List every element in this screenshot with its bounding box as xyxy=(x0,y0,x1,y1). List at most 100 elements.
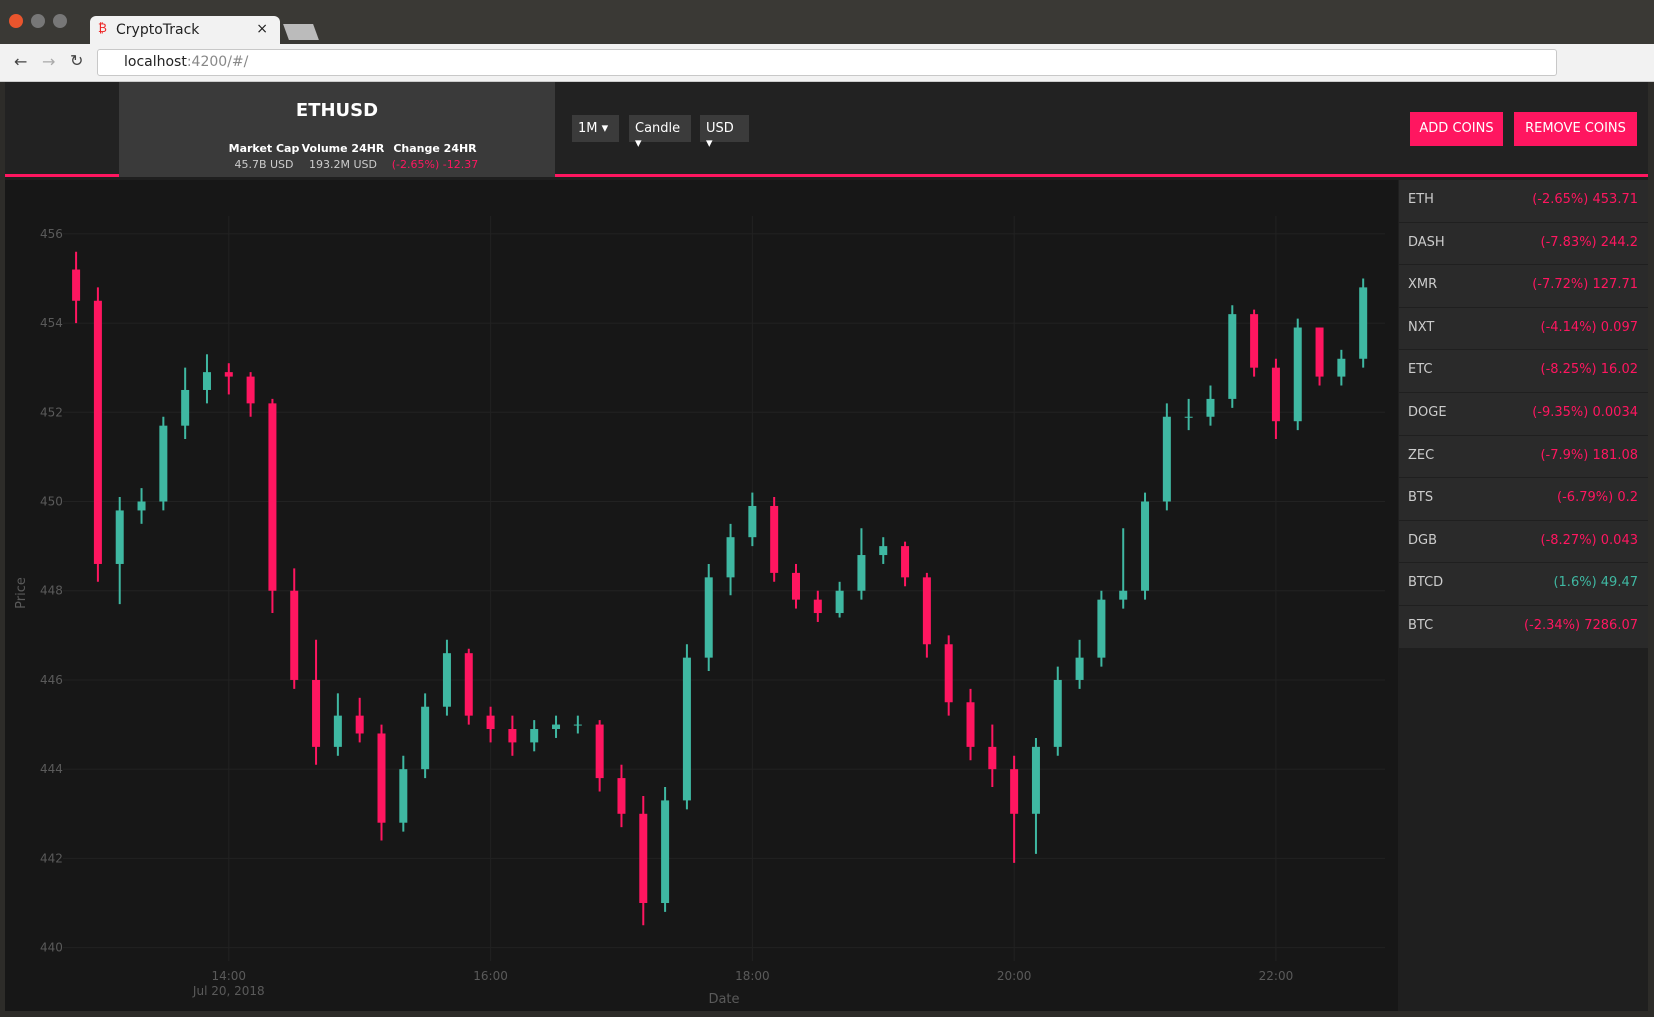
coin-price: 0.043 xyxy=(1600,532,1638,548)
candle-body xyxy=(72,269,81,301)
candle-body xyxy=(639,813,648,904)
dropdown[interactable]: Candle xyxy=(629,115,691,142)
coin-row[interactable]: ZEC (-7.9%) 181.08 xyxy=(1399,435,1648,478)
coin-price: 0.097 xyxy=(1600,319,1638,335)
coin-quote: (-7.9%) 181.08 xyxy=(1540,448,1638,463)
candle-body xyxy=(988,746,997,770)
stat-value: 45.7B USD xyxy=(234,158,294,171)
url-bar[interactable]: localhost:4200/#/ xyxy=(97,49,1557,76)
candle-body xyxy=(355,715,364,734)
action-button[interactable]: REMOVE COINS xyxy=(1514,112,1637,146)
candle-body xyxy=(661,800,670,904)
candle-body xyxy=(791,572,800,600)
x-date-label: Jul 20, 2018 xyxy=(192,984,265,998)
candle-body xyxy=(1031,746,1040,814)
candle-body xyxy=(377,733,386,823)
coin-change: (-7.83%) xyxy=(1540,234,1597,250)
y-axis-title: Price xyxy=(14,577,29,609)
coin-row[interactable]: DASH (-7.83%) 244.2 xyxy=(1399,222,1648,265)
candle-body xyxy=(966,702,975,747)
candle-body xyxy=(1359,287,1368,359)
maximize-button[interactable] xyxy=(53,14,67,28)
address-row: ← → ↻ localhost:4200/#/ xyxy=(0,44,1654,82)
browser-tab[interactable]: CryptoTrack × ₿ xyxy=(90,16,280,44)
coin-name: BTCD xyxy=(1408,575,1444,591)
stat: Market Cap 45.7B USD xyxy=(214,142,314,171)
y-tick-label: 452 xyxy=(40,405,63,419)
reload-button[interactable]: ↻ xyxy=(70,51,84,70)
coin-price: 244.2 xyxy=(1600,234,1638,250)
coin-row[interactable]: BTCD (1.6%) 49.47 xyxy=(1399,563,1648,605)
y-tick-label: 440 xyxy=(40,941,63,955)
coin-price: 49.47 xyxy=(1600,575,1638,591)
coin-row[interactable]: NXT (-4.14%) 0.097 xyxy=(1399,307,1648,350)
minimize-button[interactable] xyxy=(31,14,45,28)
x-tick-label: 18:00 xyxy=(735,969,770,983)
candle-body xyxy=(1337,358,1346,377)
coin-row[interactable]: ETH (-2.65%) 453.71 xyxy=(1399,180,1648,222)
candle-body xyxy=(137,501,146,511)
pair-info: ETHUSD Market Cap 45.7B USD Volume 24HR 193… xyxy=(119,82,555,177)
coin-name: BTC xyxy=(1408,618,1434,633)
stat: Change 24HR (-2.65%) -12.37 xyxy=(385,142,485,171)
dropdown[interactable]: 1M xyxy=(572,115,619,142)
candle-body xyxy=(835,590,844,614)
candle-body xyxy=(464,653,473,716)
coin-row[interactable]: DOGE (-9.35%) 0.0034 xyxy=(1399,393,1648,435)
coin-row[interactable]: DGB (-8.27%) 0.043 xyxy=(1399,520,1648,563)
coin-change: (-8.25%) xyxy=(1540,362,1597,378)
candle-body xyxy=(312,679,321,747)
coin-name: ETH xyxy=(1408,192,1434,207)
candle-body xyxy=(290,590,299,680)
candle-body xyxy=(399,769,408,823)
forward-button[interactable]: → xyxy=(42,52,56,71)
back-button[interactable]: ← xyxy=(14,52,28,71)
coin-price: 127.71 xyxy=(1592,277,1639,293)
candle-body xyxy=(1053,679,1062,747)
coin-quote: (-7.72%) 127.71 xyxy=(1532,277,1638,292)
y-tick-label: 446 xyxy=(40,673,63,687)
candle-body xyxy=(421,706,430,770)
coin-quote: (1.6%) 49.47 xyxy=(1553,575,1638,590)
action-button[interactable]: ADD COINS xyxy=(1410,112,1503,146)
candle-body xyxy=(1162,416,1171,502)
candle-body xyxy=(1206,398,1215,417)
candle-body xyxy=(1250,314,1259,368)
candle-body xyxy=(595,724,604,779)
candle-body xyxy=(552,724,561,730)
coin-quote: (-2.65%) 453.71 xyxy=(1532,192,1638,207)
candle-body xyxy=(748,505,757,538)
new-tab[interactable] xyxy=(283,24,319,40)
coin-quote: (-6.79%) 0.2 xyxy=(1557,490,1638,505)
candle-body xyxy=(1293,327,1302,422)
stat-label: Change 24HR xyxy=(393,142,477,155)
candle-body xyxy=(879,546,888,556)
favicon: ₿ xyxy=(98,21,107,35)
coin-row[interactable]: XMR (-7.72%) 127.71 xyxy=(1399,265,1648,307)
coin-row[interactable]: BTC (-2.34%) 7286.07 xyxy=(1399,606,1648,648)
candle-body xyxy=(857,555,866,591)
coin-change: (-6.79%) xyxy=(1557,490,1614,506)
tab-close[interactable]: × xyxy=(256,21,268,37)
candle-body xyxy=(202,372,211,390)
stat-value: 193.2M USD xyxy=(309,158,377,171)
candle-body xyxy=(93,300,102,564)
x-tick-label: 20:00 xyxy=(997,969,1032,983)
coin-row[interactable]: BTS (-6.79%) 0.2 xyxy=(1399,478,1648,520)
coin-row[interactable]: ETC (-8.25%) 16.02 xyxy=(1399,350,1648,392)
y-tick-label: 442 xyxy=(40,851,63,865)
candle-body xyxy=(1271,367,1280,422)
candle-body xyxy=(704,577,713,658)
coin-change: (-9.35%) xyxy=(1532,405,1589,420)
coin-quote: (-8.25%) 16.02 xyxy=(1541,362,1639,377)
candle-body xyxy=(901,546,910,578)
stat: Volume 24HR 193.2M USD xyxy=(293,142,393,171)
coin-name: ETC xyxy=(1408,362,1433,378)
close-button[interactable] xyxy=(9,14,23,28)
y-tick-label: 444 xyxy=(40,762,63,776)
candle-body xyxy=(1141,501,1150,591)
dropdown[interactable]: USD xyxy=(700,115,749,142)
coin-quote: (-9.35%) 0.0034 xyxy=(1532,405,1638,420)
